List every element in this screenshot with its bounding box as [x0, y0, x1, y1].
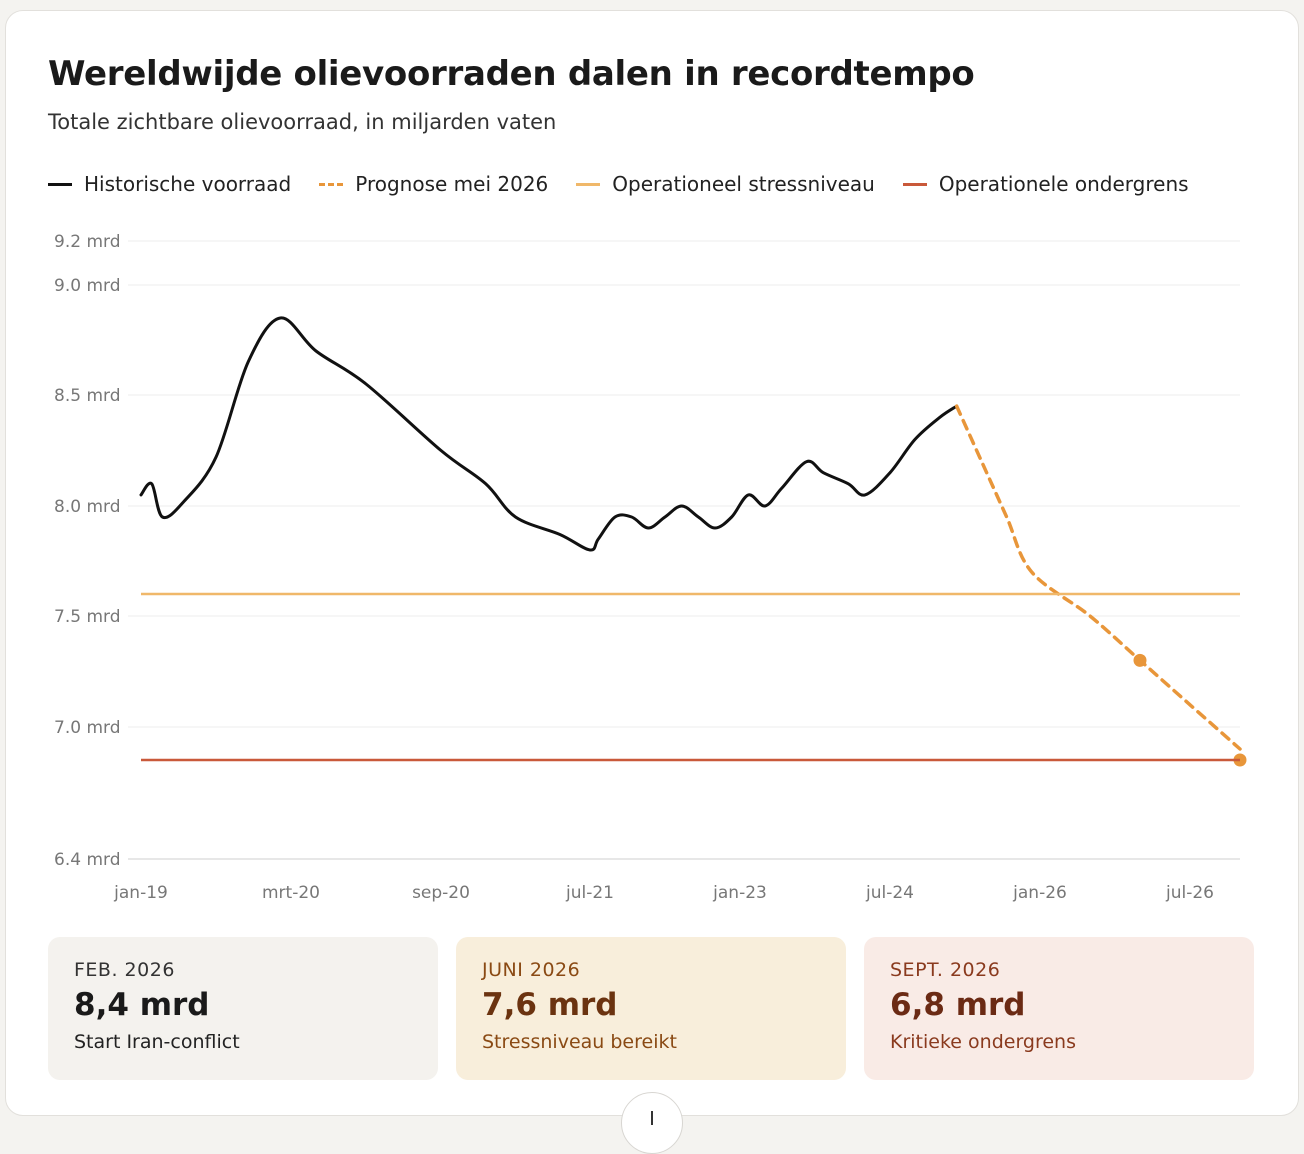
series-line-prognose-mei-2026: [954, 404, 1242, 751]
forecast-marker: [1133, 653, 1147, 667]
legend-label-historisch: Historische voorraad: [84, 172, 292, 196]
milestone-box-juni: JUNI 2026 7,6 mrd Stressniveau bereikt: [456, 937, 846, 1080]
x-tick-label: mrt-20: [262, 883, 320, 903]
chart-subtitle: Totale zichtbare olievoorraad, in miljar…: [48, 110, 557, 134]
legend-swatch-prognose: [319, 182, 344, 186]
legend-item-ondergrens: Operationele ondergrens: [902, 172, 1189, 196]
legend-item-historisch: Historische voorraad: [48, 172, 291, 196]
legend-label-ondergrens: Operationele ondergrens: [938, 172, 1189, 196]
x-tick-label: sep-20: [412, 883, 470, 903]
series-line-historische-voorraad: [139, 316, 959, 552]
legend-item-stress: Operationeel stressniveau: [576, 172, 875, 196]
legend-item-prognose: Prognose mei 2026: [319, 172, 548, 196]
milestone-value: 7,6 mrd: [482, 987, 618, 1023]
milestone-date: JUNI 2026: [482, 959, 581, 981]
legend-label-prognose: Prognose mei 2026: [355, 172, 549, 196]
scroll-down-button[interactable]: [621, 1092, 683, 1154]
x-tick-label: jan-19: [113, 883, 168, 903]
y-tick-label: 9.2 mrd: [54, 232, 120, 252]
legend-swatch-stress: [576, 182, 601, 186]
y-tick-label: 9.0 mrd: [54, 276, 120, 296]
x-tick-label: jul-21: [565, 883, 614, 903]
x-tick-label: jan-23: [712, 883, 767, 903]
milestone-date: FEB. 2026: [74, 959, 175, 981]
chart-card: [5, 10, 1299, 1116]
milestone-description: Start Iran-conflict: [74, 1031, 240, 1053]
legend-swatch-ondergrens: [902, 182, 927, 186]
legend-label-stress: Operationeel stressniveau: [612, 172, 875, 196]
milestone-description: Stressniveau bereikt: [482, 1031, 677, 1053]
line-chart: 9.2 mrd 9.0 mrd 8.5 mrd 8.0 mrd 7.5 mrd 7.0 m…: [54, 232, 1247, 903]
milestone-description: Kritieke ondergrens: [890, 1031, 1077, 1053]
chart-legend: Historische voorraad Prognose mei 2026 O…: [48, 172, 1189, 196]
x-tick-label: jan-26: [1012, 883, 1067, 903]
chart-title: Wereldwijde olievoorraden dalen in recor…: [48, 54, 975, 94]
y-tick-label: 7.0 mrd: [54, 718, 120, 738]
y-tick-label: 8.5 mrd: [54, 386, 120, 406]
y-tick-label: 8.0 mrd: [54, 497, 120, 517]
y-tick-label: 6.4 mrd: [54, 850, 120, 870]
x-tick-label: jul-26: [1165, 883, 1214, 903]
milestone-date: SEPT. 2026: [890, 959, 1001, 981]
milestone-boxes: FEB. 2026 8,4 mrd Start Iran-conflict JU…: [48, 937, 1254, 1080]
milestone-box-sept: SEPT. 2026 6,8 mrd Kritieke ondergrens: [864, 937, 1254, 1080]
milestone-value: 6,8 mrd: [890, 987, 1026, 1023]
legend-swatch-historisch: [48, 182, 72, 186]
scroll-indicator-icon: [651, 1111, 653, 1125]
y-tick-label: 7.5 mrd: [54, 607, 120, 627]
x-tick-label: jul-24: [865, 883, 914, 903]
milestone-value: 8,4 mrd: [74, 987, 210, 1023]
milestone-box-feb: FEB. 2026 8,4 mrd Start Iran-conflict: [48, 937, 438, 1080]
